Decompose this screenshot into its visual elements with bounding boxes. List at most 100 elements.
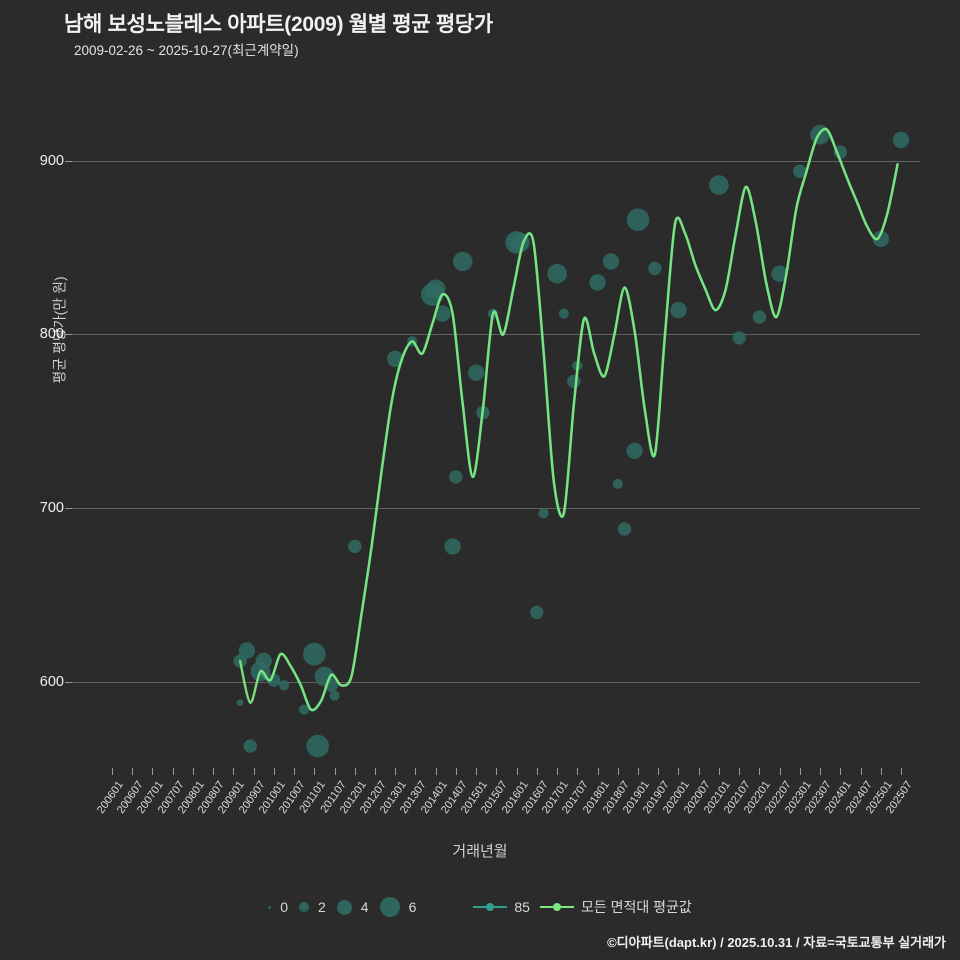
x-axis-tick [516,768,518,775]
x-axis-tick [213,768,215,775]
scatter-point [267,673,281,687]
scatter-point [425,279,446,300]
scatter-point [617,522,632,536]
series-legend-label: 모든 면적대 평균값 [580,899,692,915]
x-axis-tick [314,768,316,775]
x-axis-tick [759,768,761,775]
x-axis-tick [294,768,296,775]
scatter-point [278,680,290,691]
scatter-point [348,539,362,554]
y-axis-tick-label: 700 [39,500,64,517]
scatter-point [468,364,485,381]
x-axis-tick [799,768,801,775]
x-axis-tick [435,768,437,775]
scatter-point [243,739,257,753]
x-axis-tick [698,768,700,775]
x-axis-tick [840,768,842,775]
series-line [238,127,899,712]
scatter-point [452,251,473,272]
x-axis-tick [192,768,194,775]
y-axis-tick [65,681,72,683]
series-line [259,127,899,712]
size-legend-item: 0 [268,899,299,915]
x-axis-tick [860,768,862,775]
x-axis-tick [779,768,781,775]
scatter-point [530,605,544,620]
x-axis-tick [172,768,174,775]
scatter-point [793,164,807,178]
scatter-point [299,704,310,715]
x-axis-tick [233,768,235,775]
series-color-swatch [473,901,508,913]
scatter-point [558,308,569,319]
series-legend-label: 85 [514,899,530,915]
y-axis-tick [65,508,72,510]
scatter-point [538,508,549,519]
y-axis-tick-label: 800 [39,326,64,343]
size-legend-item: 2 [299,899,337,915]
x-axis-tick [375,768,376,775]
x-axis-tick [638,768,639,775]
x-axis-tick [334,768,336,775]
x-axis-tick [901,768,902,775]
x-axis: 200601 200607 200701 200707 200801 200807 2009… [72,768,920,848]
size-legend: 0 2 4 6 [268,897,427,917]
x-axis-tick [880,768,882,775]
size-legend-label: 0 [280,899,288,915]
x-axis-tick [739,768,741,775]
scatter-point [547,263,567,284]
x-axis-tick [112,768,113,775]
size-legend-item: 4 [336,899,380,915]
x-axis-tick [273,768,275,775]
x-axis-tick [354,768,356,775]
series-legend-item[interactable]: 모든 면적대 평균값 [539,897,692,917]
x-axis-tick [617,768,619,775]
x-axis-tick [395,768,397,775]
scatter-point [434,305,451,322]
page-subtitle: 2009-02-26 ~ 2025-10-27(최근계약일) [74,43,299,58]
x-axis-tick [496,768,498,775]
scatter-point [752,310,767,324]
scatter-point [709,175,729,195]
x-axis-tick [253,768,255,775]
size-legend-label: 4 [360,899,369,915]
x-axis-tick [577,768,579,775]
scatter-point [872,230,889,248]
size-legend-label: 2 [318,899,326,915]
x-axis-tick [152,768,154,775]
scatter-point [732,331,746,345]
x-axis-tick [718,768,720,775]
bubble-icon [336,899,352,915]
scatter-point [589,274,606,291]
scatter-point [626,208,650,232]
size-legend-item: 6 [379,897,428,917]
gridline [72,508,920,510]
series-color-swatch [539,901,574,913]
x-axis-tick [658,768,660,775]
scatter-point [444,538,461,555]
scatter-point [236,699,244,707]
x-axis-tick [536,768,538,775]
scatter-point [892,131,910,149]
series-legend: 85 모든 면적대 평균값 [473,897,692,917]
scatter-point [255,652,272,670]
plot-area: 600 700 800 900 [40,100,920,760]
y-axis-tick [65,334,72,336]
y-axis-tick-label: 900 [39,152,64,169]
bubble-icon [299,902,309,912]
bubble-icon [268,905,272,909]
series-legend-item[interactable]: 85 [473,899,530,915]
x-axis-tick [820,768,822,775]
scatter-point [449,470,463,484]
gridline [72,160,920,162]
scatter-point [771,265,788,282]
legend: 0 2 4 6 85 모든 면적대 평균값 [0,890,960,924]
x-axis-tick [415,768,417,775]
scatter-point [602,253,620,270]
scatter-point [306,734,329,758]
scatter-point [303,642,326,666]
scatter-point [612,478,623,489]
gridline [72,334,920,336]
scatter-point [238,642,256,659]
